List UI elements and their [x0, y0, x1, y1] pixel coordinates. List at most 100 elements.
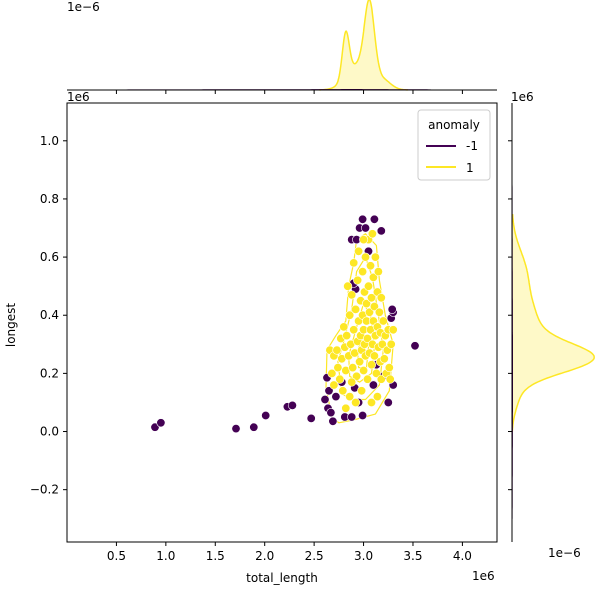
scatter-point	[287, 400, 297, 410]
scatter-point	[355, 357, 365, 367]
y-tick-label: 0.2	[40, 366, 59, 380]
scatter-point	[351, 397, 361, 407]
y-tick-label: 0.4	[40, 308, 59, 322]
scatter-point	[341, 403, 351, 413]
scatter-point	[347, 412, 357, 422]
plot-frame	[66, 102, 498, 543]
scatter-point	[306, 413, 316, 423]
scatter-point	[326, 408, 336, 418]
scatter-point	[347, 290, 357, 300]
scatter-point	[363, 281, 373, 291]
right-density-line-series-1	[511, 214, 595, 432]
top-marginal-ticks	[115, 90, 463, 94]
right-marginal-ticks	[508, 140, 512, 491]
scatter-point	[370, 252, 380, 262]
x-tick-label: 1.0	[156, 549, 175, 563]
scatter-point	[366, 397, 376, 407]
scatter-point	[329, 380, 339, 390]
right-density-fill-series-1	[512, 213, 595, 432]
scatter-point	[379, 354, 389, 364]
scatter-point	[376, 293, 386, 303]
y-tick-label: 0.0	[40, 425, 59, 439]
scatter-point	[369, 351, 379, 361]
top-density-fill-series-1	[319, 0, 408, 90]
scatter-point	[343, 281, 353, 291]
legend-label-neg1: -1	[466, 139, 478, 153]
y-axis-ticks: −0.2 0.0 0.2 0.4 0.6 0.8 1.0	[30, 134, 67, 497]
scatter-point	[352, 371, 362, 381]
scatter-point	[362, 374, 372, 384]
scatter-point	[359, 235, 369, 245]
scatter-series-1	[325, 229, 398, 413]
scatter-point	[376, 226, 386, 236]
scatter-point	[361, 299, 371, 309]
scatter-point	[386, 339, 396, 349]
top-density-offset-label: 1e−6	[67, 0, 100, 14]
x-tick-label: 2.5	[305, 549, 324, 563]
scatter-point	[364, 307, 374, 317]
right-marginal-density: 1e6 1e−6	[508, 90, 595, 560]
scatter-point	[359, 365, 369, 375]
scatter-point	[366, 293, 376, 303]
scatter-point	[373, 267, 383, 277]
x-tick-label: 0.5	[107, 549, 126, 563]
legend-label-1: 1	[466, 161, 474, 175]
scatter-point	[331, 392, 341, 402]
scatter-point	[374, 307, 384, 317]
x-axis-ticks: 0.5 1.0 1.5 2.0 2.5 3.0 3.5 4.0	[107, 542, 472, 563]
scatter-point	[371, 368, 381, 378]
scatter-point	[384, 363, 394, 373]
scatter-point	[368, 272, 378, 282]
scatter-point	[388, 325, 398, 335]
scatter-point	[377, 339, 387, 349]
y-tick-label: −0.2	[30, 483, 59, 497]
scatter-point	[410, 341, 420, 351]
scatter-point	[383, 397, 393, 407]
scatter-point	[324, 386, 334, 396]
top-marginal-density: 1e−6	[67, 0, 497, 94]
scatter-point	[349, 325, 359, 335]
top-density-line-series-1	[319, 0, 408, 91]
scatter-point	[362, 333, 372, 343]
scatter-point	[348, 363, 358, 373]
scatter-point	[333, 363, 343, 373]
x-tick-label: 3.0	[354, 549, 373, 563]
scatter-point	[335, 374, 345, 384]
scatter-point	[365, 261, 375, 271]
x-tick-label: 2.0	[255, 549, 274, 563]
right-density-offset-label: 1e−6	[548, 546, 581, 560]
scatter-point	[366, 360, 376, 370]
scatter-point	[360, 223, 370, 233]
scatter-point	[339, 322, 349, 332]
scatter-point	[358, 267, 368, 277]
y-offset-label: 1e6	[67, 90, 90, 104]
y-tick-label: 1.0	[40, 134, 59, 148]
scatter-point	[369, 301, 379, 311]
scatter-point	[372, 392, 382, 402]
scatter-point	[351, 304, 361, 314]
scatter-point	[353, 275, 363, 285]
main-plot-area: 0.5 1.0 1.5 2.0 2.5 3.0 3.5 4.0 −0.2 0.0 0.2 0.4 0.…	[4, 90, 498, 585]
scatter-point	[345, 310, 355, 320]
scatter-point	[376, 374, 386, 384]
scatter-point	[360, 252, 370, 262]
scatter-point	[249, 422, 259, 432]
scatter-point	[378, 316, 388, 326]
scatter-point	[327, 368, 337, 378]
scatter-point	[387, 304, 397, 314]
y-tick-label: 0.8	[40, 192, 59, 206]
scatter-point	[231, 424, 241, 434]
legend-title: anomaly	[428, 118, 480, 132]
scatter-point	[156, 418, 166, 428]
scatter-point	[328, 416, 338, 426]
x-tick-label: 3.5	[403, 549, 422, 563]
scatter-point	[261, 410, 271, 420]
x-axis-label: total_length	[246, 571, 318, 585]
legend: anomaly -1 1	[417, 109, 491, 181]
scatter-point	[369, 214, 379, 224]
scatter-point	[338, 386, 348, 396]
scatter-point	[367, 229, 377, 239]
scatter-point	[357, 386, 367, 396]
x-tick-label: 4.0	[453, 549, 472, 563]
